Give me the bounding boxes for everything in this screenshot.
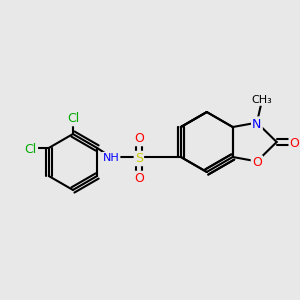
Text: CH₃: CH₃ xyxy=(251,95,272,105)
Text: Cl: Cl xyxy=(67,112,79,125)
Text: N: N xyxy=(252,118,262,130)
Text: Cl: Cl xyxy=(25,143,37,156)
Text: NH: NH xyxy=(103,153,119,163)
Text: O: O xyxy=(134,132,144,145)
Text: O: O xyxy=(290,137,300,150)
Text: O: O xyxy=(252,156,262,170)
Text: O: O xyxy=(134,172,144,185)
Text: S: S xyxy=(135,152,143,165)
